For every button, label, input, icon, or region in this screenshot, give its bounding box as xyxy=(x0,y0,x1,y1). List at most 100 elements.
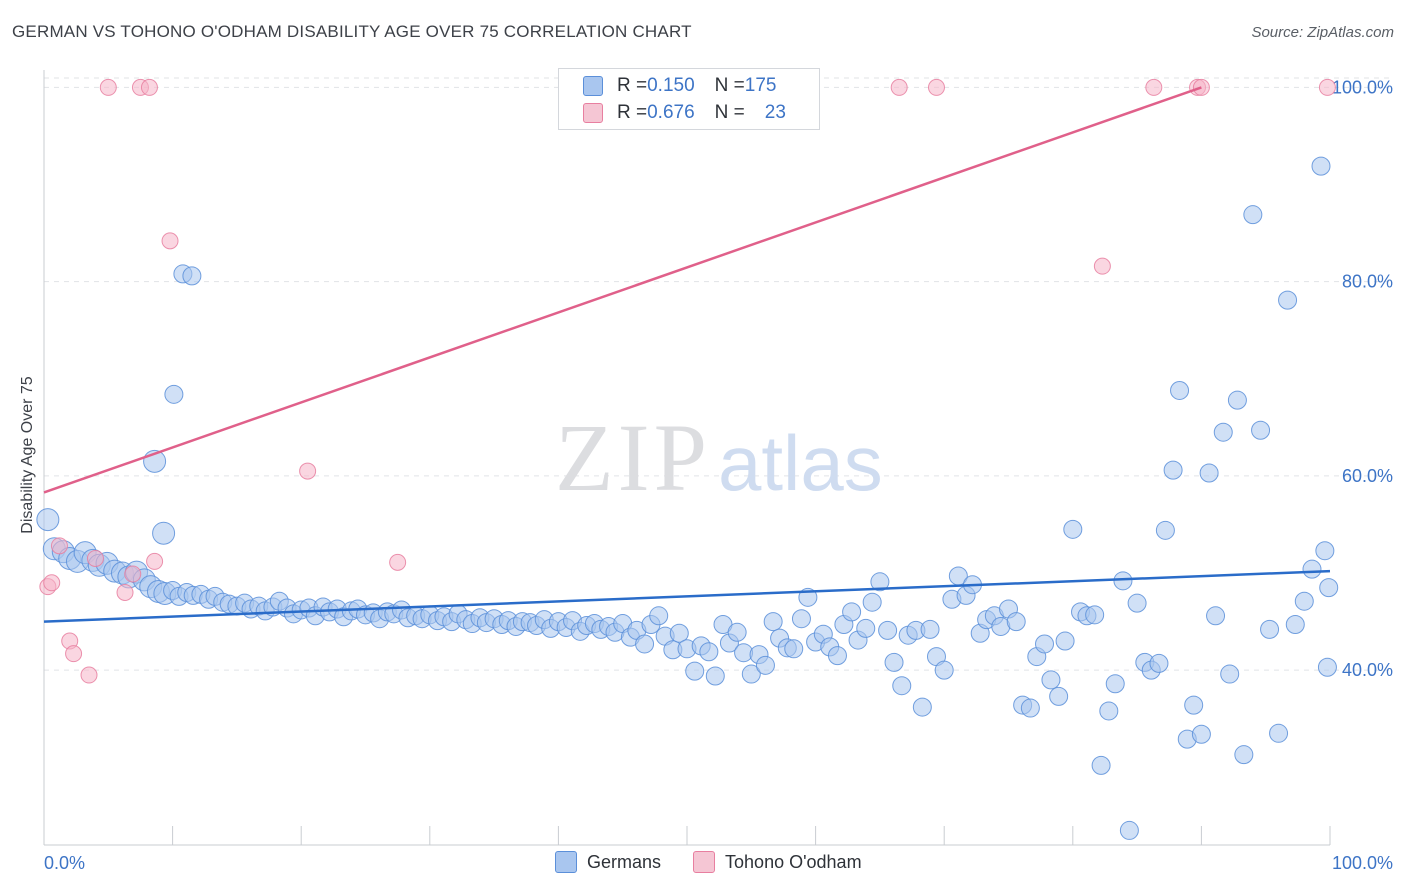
legend-label-germans: Germans xyxy=(587,851,662,872)
legend-r-label: R = xyxy=(617,102,648,123)
germans-point xyxy=(1317,657,1337,677)
legend-label-tohono: Tohono O'odham xyxy=(725,851,862,872)
tohono-point xyxy=(99,78,117,96)
germans-point xyxy=(1119,820,1139,840)
germans-point xyxy=(36,508,60,532)
y-tick-label: 80.0% xyxy=(1342,272,1393,292)
germans-point xyxy=(878,620,898,640)
tohono-point xyxy=(116,583,134,601)
germans-point xyxy=(649,606,669,626)
germans-point xyxy=(1311,156,1331,176)
germans-point xyxy=(1302,559,1322,579)
germans-point xyxy=(1269,723,1289,743)
tohono-point xyxy=(80,666,98,684)
germans-point xyxy=(934,660,954,680)
watermark-atlas: atlas xyxy=(718,419,883,507)
germans-point xyxy=(669,623,689,643)
germans-point xyxy=(920,619,940,639)
germans-point xyxy=(1091,755,1111,775)
germans-point xyxy=(1006,612,1026,632)
germans-point xyxy=(763,612,783,632)
germans-point xyxy=(892,676,912,696)
germans-point xyxy=(635,634,655,654)
germans-point xyxy=(182,266,202,286)
germans-point xyxy=(1220,664,1240,684)
germans-point xyxy=(856,618,876,638)
germans-point xyxy=(1170,380,1190,400)
tohono-point xyxy=(124,565,142,583)
chart-title: GERMAN VS TOHONO O'ODHAM DISABILITY AGE … xyxy=(12,22,692,41)
germans-point xyxy=(1213,422,1233,442)
germans-point xyxy=(1155,520,1175,540)
germans-point xyxy=(1127,593,1147,613)
watermark-zip: ZIP xyxy=(555,404,711,511)
series-legend: Germans Tohono O'odham xyxy=(555,851,894,873)
germans-point xyxy=(1063,519,1083,539)
germans-point xyxy=(741,664,761,684)
trend-lines xyxy=(43,86,1331,623)
legend-r-value: 0.150 xyxy=(647,75,695,96)
tohono-point xyxy=(50,537,68,555)
germans-point xyxy=(727,622,747,642)
germans-point xyxy=(1041,670,1061,690)
tohono-point xyxy=(65,645,83,663)
germans-point xyxy=(1163,460,1183,480)
legend-swatch-germans xyxy=(583,76,603,96)
germans-point xyxy=(1184,695,1204,715)
legend-n-label: N = xyxy=(714,75,745,96)
germans-point xyxy=(912,697,932,717)
y-tick-label: 100.0% xyxy=(1332,77,1393,97)
y-axis-label: Disability Age Over 75 xyxy=(19,376,36,534)
legend-swatch-tohono xyxy=(583,103,603,123)
tohono-point xyxy=(140,78,158,96)
germans-point xyxy=(152,521,176,545)
germans-point xyxy=(1285,615,1305,635)
germans-point xyxy=(884,652,904,672)
grid-lines xyxy=(44,77,1394,671)
germans-point xyxy=(1243,205,1263,225)
germans-point xyxy=(164,384,184,404)
germans-point xyxy=(827,646,847,666)
germans-point xyxy=(862,592,882,612)
tohono-trend-line xyxy=(43,86,1202,494)
legend-r-label: R = xyxy=(617,75,648,96)
germans-point xyxy=(1149,653,1169,673)
legend-item-germans: Germans xyxy=(555,851,661,873)
legend-swatch-germans xyxy=(555,851,577,873)
x-tick-label: 100.0% xyxy=(1332,853,1393,873)
germans-point xyxy=(1055,631,1075,651)
germans-trend-line xyxy=(43,569,1331,623)
germans-point xyxy=(1085,605,1105,625)
germans-point xyxy=(1319,578,1339,598)
germans-point xyxy=(1278,290,1298,310)
germans-point xyxy=(791,609,811,629)
legend-swatch-tohono xyxy=(693,851,716,873)
germans-point xyxy=(870,572,890,592)
legend-n-value: 175 xyxy=(744,75,777,96)
germans-point xyxy=(1020,698,1040,718)
tohono-point xyxy=(1145,78,1163,96)
germans-point xyxy=(1315,541,1335,561)
germans-point xyxy=(1105,674,1125,694)
tohono-points xyxy=(39,78,1336,684)
germans-point xyxy=(685,661,705,681)
germans-point xyxy=(699,642,719,662)
legend-item-tohono: Tohono O'odham xyxy=(693,851,862,873)
germans-point xyxy=(1099,701,1119,721)
germans-point xyxy=(1251,420,1271,440)
germans-point xyxy=(755,655,775,675)
axes xyxy=(43,70,1331,846)
legend-n-label: N = xyxy=(714,102,745,123)
tohono-point xyxy=(43,574,61,592)
tohono-point xyxy=(389,553,407,571)
germans-point xyxy=(1234,745,1254,765)
tohono-point xyxy=(1093,257,1111,275)
tohono-point xyxy=(161,232,179,250)
germans-point xyxy=(1294,591,1314,611)
legend-row-tohono: R = 0.676 N = 23 xyxy=(583,100,786,126)
germans-point xyxy=(1035,634,1055,654)
tohono-point xyxy=(86,549,104,567)
watermark: ZIP atlas xyxy=(555,404,883,511)
tick-labels: 40.0% 60.0% 80.0% 100.0% 0.0% 100.0% xyxy=(44,77,1393,873)
